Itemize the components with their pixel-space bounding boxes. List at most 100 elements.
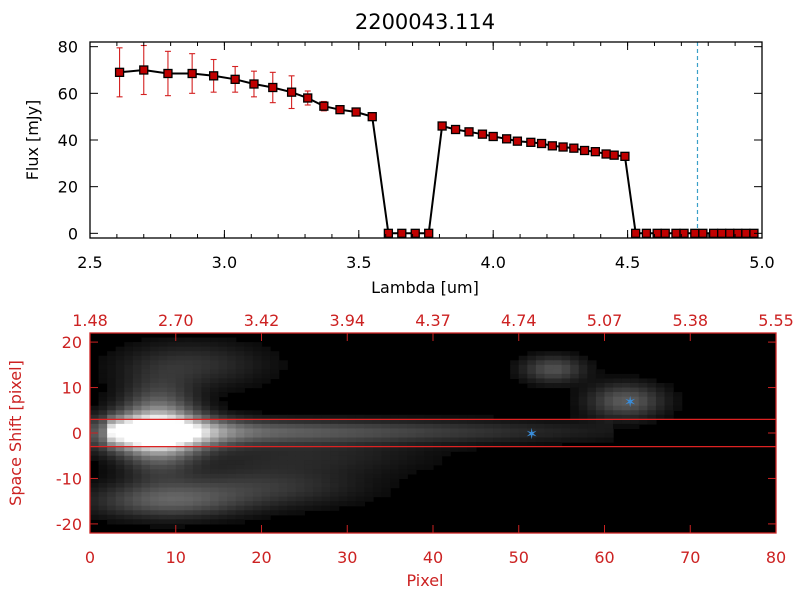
heat-cell [184,355,194,361]
heat-cell [192,410,203,416]
heat-cell [132,364,143,370]
heat-cell [312,505,323,511]
heat-cell [270,446,280,452]
heat-cell [107,428,117,434]
heat-cell [201,510,211,516]
heat-cell [372,460,383,466]
heat-cell [90,405,100,411]
heat-cell [372,464,383,470]
heat-cell [407,455,417,461]
data-point [717,228,727,238]
heat-cell [372,487,383,493]
heat-cell [304,487,314,493]
heat-cell [227,360,237,366]
heat-cell [381,460,391,466]
heat-cell [501,428,511,434]
heat-cell [287,501,297,507]
heat-cell [630,423,640,430]
heat-cell [638,378,648,384]
heat-cell [278,505,288,511]
heat-cell [578,383,588,389]
heat-cell [210,501,220,507]
heat-cell [287,423,297,430]
heat-cell [295,464,305,470]
heat-cell [527,428,537,434]
heat-cell [210,423,220,430]
heat-cell [210,482,220,489]
heat-cell [321,419,331,425]
heat-cell [252,342,263,348]
heat-cell [158,419,168,425]
heat-cell [578,369,588,375]
heat-cell [347,428,357,434]
heat-cell [158,510,168,516]
heat-cell [210,514,220,520]
heat-cell [158,337,168,343]
heat-cell [493,419,503,425]
heat-cell [535,373,546,380]
heat-cell [158,492,168,498]
heat-cell [355,419,365,425]
heat-cell [235,455,245,461]
data-point [367,112,377,122]
wavelength-tick-label: 5.38 [672,311,708,330]
heat-cell [107,355,117,361]
heat-cell [441,442,451,448]
heat-cell [398,469,408,475]
heat-cell [604,414,614,420]
heat-cell [407,437,417,443]
heat-cell [493,432,503,439]
heat-cell [158,505,168,511]
heat-cell [132,405,143,411]
heat-cell [175,364,185,370]
heat-cell [218,410,228,416]
heat-cell [295,487,305,493]
heat-cell [338,482,348,489]
heat-cell [261,510,271,516]
heat-cell [252,442,263,448]
heat-cell [287,473,297,480]
heat-cell [184,401,194,407]
heat-cell [115,496,125,502]
heat-cell [261,369,271,375]
heat-cell [141,437,151,443]
heat-cell [518,428,528,434]
heat-cell [124,387,134,393]
heat-cell [595,414,606,420]
heat-cell [355,492,365,498]
heat-cell [604,428,614,434]
heat-cell [107,496,117,502]
heat-cell [270,442,280,448]
heat-cell [372,423,383,430]
heat-cell [124,419,134,425]
heat-cell [570,360,580,366]
heat-cell [218,451,228,457]
spectrum-chart: 2200043.114 2.5 3.0 3.5 4.0 4.5 5.0020406080 … [23,10,775,297]
heat-cell [210,401,220,407]
heat-cell [115,378,125,384]
heat-cell [132,514,143,520]
heat-cell [415,423,426,430]
heat-cell [278,473,288,480]
heat-cell [347,501,357,507]
heat-cell [218,401,228,407]
heat-cell [347,446,357,452]
heat-cell [210,460,220,466]
heat-cell [304,414,314,420]
heat-cell [132,342,143,348]
shift-tick-label: 20 [62,333,82,352]
heat-cell [235,387,245,393]
heat-cell [244,437,254,443]
heat-cell [201,414,211,420]
heat-cell [544,351,554,357]
heat-cell [167,346,177,352]
heat-cell [381,473,391,480]
heat-cell [141,510,151,516]
heat-cell [261,446,271,452]
heat-cell [124,369,134,375]
heat-cell [150,414,160,420]
heat-cell [244,369,254,375]
heat-cell [595,405,606,411]
heat-cell [167,510,177,516]
heat-cell [544,373,554,380]
